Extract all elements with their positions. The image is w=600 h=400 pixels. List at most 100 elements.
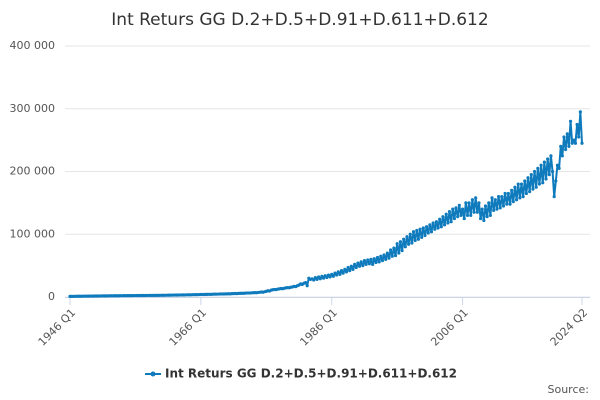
- point: [425, 225, 429, 229]
- point: [565, 132, 569, 136]
- point: [354, 265, 358, 270]
- point: [380, 259, 385, 263]
- point: [531, 187, 535, 191]
- point: [359, 260, 363, 264]
- point: [554, 179, 558, 183]
- point: [415, 228, 419, 233]
- point: [472, 210, 476, 214]
- point: [555, 163, 560, 167]
- point: [578, 110, 582, 114]
- point: [532, 169, 537, 174]
- y-tick-label: 200 000: [10, 165, 56, 178]
- point: [397, 251, 401, 255]
- point: [431, 221, 435, 225]
- point: [421, 226, 425, 230]
- point: [434, 220, 439, 224]
- point: [511, 200, 515, 204]
- point: [387, 256, 391, 260]
- point: [510, 188, 514, 192]
- point: [536, 166, 540, 170]
- point: [568, 119, 573, 123]
- point: [516, 182, 520, 186]
- point: [524, 191, 528, 196]
- point: [348, 269, 352, 273]
- point: [490, 196, 494, 200]
- point: [429, 230, 434, 234]
- point: [339, 269, 344, 273]
- point: [451, 207, 455, 211]
- point: [488, 213, 492, 218]
- y-tick-label: 400 000: [10, 39, 56, 52]
- point: [483, 204, 488, 208]
- point: [331, 274, 335, 278]
- point: [438, 217, 442, 221]
- point: [552, 195, 556, 199]
- point: [402, 237, 406, 241]
- point: [546, 157, 550, 161]
- point: [514, 198, 519, 202]
- point: [460, 207, 465, 211]
- legend-label: Int Returs GG D.2+D.5+D.91+D.611+D.612: [165, 367, 457, 381]
- point: [485, 215, 489, 219]
- point: [393, 253, 398, 258]
- x-tick-label: 1966 Q1: [167, 306, 210, 349]
- point: [503, 191, 507, 196]
- point: [395, 242, 399, 246]
- point: [384, 257, 388, 261]
- point: [542, 160, 546, 164]
- point: [564, 147, 568, 152]
- point: [413, 238, 417, 243]
- point: [539, 163, 543, 167]
- point: [362, 259, 367, 263]
- point: [541, 181, 545, 185]
- point: [439, 225, 443, 229]
- point: [353, 262, 357, 266]
- point: [544, 177, 548, 181]
- x-tick-label: 1986 Q1: [297, 306, 340, 349]
- point: [403, 245, 407, 249]
- point: [559, 144, 563, 148]
- point: [492, 208, 496, 213]
- point: [361, 264, 365, 268]
- point: [572, 138, 576, 142]
- point: [528, 189, 532, 194]
- point: [371, 262, 375, 266]
- point: [400, 248, 404, 253]
- point: [529, 173, 533, 177]
- chart-title: Int Returs GG D.2+D.5+D.91+D.611+D.612: [111, 10, 488, 30]
- point: [474, 196, 478, 200]
- point: [392, 246, 396, 250]
- point: [501, 204, 506, 208]
- point: [416, 237, 421, 241]
- point: [405, 235, 409, 239]
- point: [459, 213, 463, 218]
- source: Source:: [548, 383, 590, 396]
- point: [477, 201, 481, 205]
- point: [462, 216, 466, 221]
- point: [328, 275, 332, 279]
- point: [478, 216, 483, 221]
- point: [335, 273, 339, 277]
- point: [573, 141, 578, 145]
- point: [444, 212, 448, 216]
- point: [557, 166, 561, 170]
- y-tick-label: 0: [48, 290, 55, 303]
- point: [411, 230, 416, 234]
- point: [377, 260, 381, 264]
- point: [410, 241, 414, 245]
- point: [351, 267, 355, 271]
- point: [447, 210, 452, 214]
- point: [315, 277, 319, 282]
- point: [526, 176, 530, 180]
- point: [433, 227, 437, 231]
- point: [390, 254, 394, 258]
- point: [423, 233, 427, 238]
- point: [303, 280, 308, 285]
- point: [346, 265, 350, 270]
- point: [495, 207, 499, 211]
- point: [385, 251, 389, 255]
- point: [482, 218, 486, 223]
- point: [500, 195, 504, 199]
